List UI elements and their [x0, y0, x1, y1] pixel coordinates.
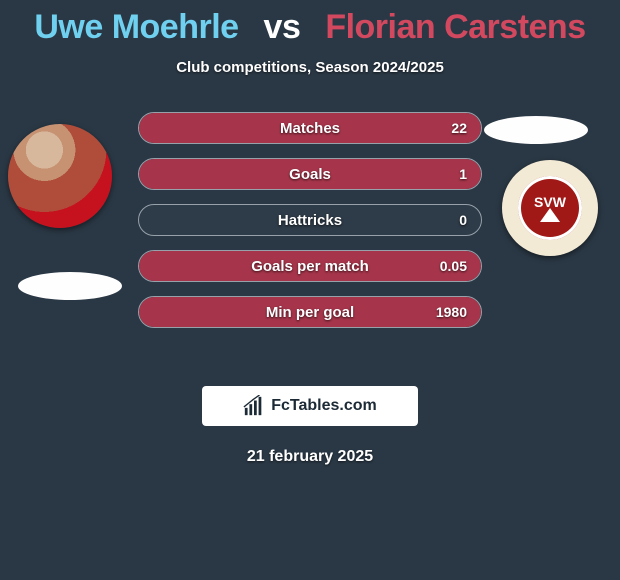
crest-inner: SVW [518, 176, 582, 240]
stat-value-right: 0 [459, 205, 467, 235]
player2-name-oval [484, 116, 588, 144]
stat-label: Goals per match [139, 251, 481, 281]
player2-club-crest: SVW [502, 160, 598, 256]
crest-triangle-icon [540, 208, 560, 222]
chart-icon [243, 395, 265, 417]
player1-name-oval [18, 272, 122, 300]
stat-row: Goals1 [138, 158, 482, 190]
page-title: Uwe Moehrle vs Florian Carstens [0, 0, 620, 47]
subtitle: Club competitions, Season 2024/2025 [0, 59, 620, 76]
stat-row: Goals per match0.05 [138, 250, 482, 282]
stat-row: Min per goal1980 [138, 296, 482, 328]
comparison-area: SVW Matches22 Goals1 Hattricks0 Goals per m… [0, 116, 620, 376]
date-text: 21 february 2025 [0, 448, 620, 466]
stat-label: Matches [139, 113, 481, 143]
stat-label: Goals [139, 159, 481, 189]
stat-value-right: 1 [459, 159, 467, 189]
player2-name: Florian Carstens [325, 8, 585, 46]
player1-avatar [8, 124, 112, 228]
brand-text: FcTables.com [271, 397, 377, 415]
stat-value-right: 1980 [436, 297, 467, 327]
stat-value-right: 0.05 [440, 251, 467, 281]
stats-list: Matches22 Goals1 Hattricks0 Goals per match… [138, 112, 482, 342]
player1-name: Uwe Moehrle [34, 8, 238, 46]
stat-row: Matches22 [138, 112, 482, 144]
brand-box: FcTables.com [202, 386, 418, 426]
vs-separator: vs [264, 8, 301, 46]
stat-row: Hattricks0 [138, 204, 482, 236]
stat-label: Hattricks [139, 205, 481, 235]
stat-label: Min per goal [139, 297, 481, 327]
stat-value-right: 22 [451, 113, 467, 143]
